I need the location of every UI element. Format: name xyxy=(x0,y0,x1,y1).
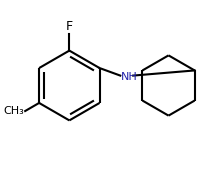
Text: CH₃: CH₃ xyxy=(3,106,24,116)
Text: NH: NH xyxy=(121,72,138,82)
Text: F: F xyxy=(66,20,73,33)
